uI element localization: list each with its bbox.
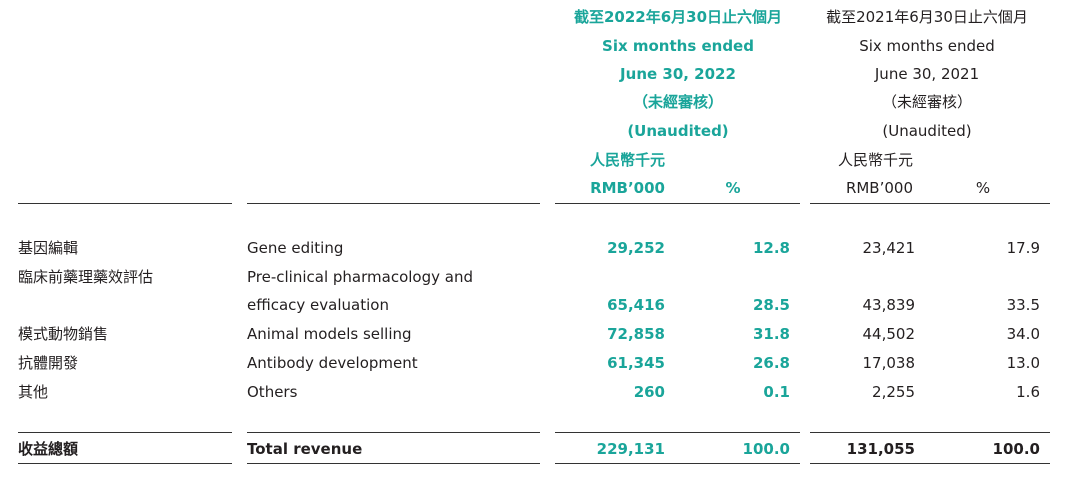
rule: [555, 203, 800, 204]
rule: [810, 432, 1050, 433]
row-label-zh: 收益總額: [18, 440, 79, 458]
row-label-en: Total revenue: [247, 440, 363, 458]
column-header: Six months ended: [602, 37, 754, 55]
percent: 1.6: [1016, 382, 1040, 401]
percent: 12.8: [752, 239, 790, 257]
percent: 13.0: [1006, 353, 1040, 372]
amount: 260: [633, 382, 665, 401]
percent: 31.8: [752, 325, 790, 344]
row-label-zh: 模式動物銷售: [18, 325, 109, 344]
column-header: （未經審核）: [632, 93, 724, 111]
percent: 17.9: [1006, 239, 1040, 257]
amount: 43,839: [862, 296, 916, 315]
rule: [247, 432, 540, 433]
row-label-en: Antibody development: [247, 353, 418, 372]
column-header: (Unaudited): [627, 122, 729, 140]
rule: [247, 463, 540, 464]
rule: [555, 432, 800, 433]
rule: [247, 203, 540, 204]
amount: 44,502: [862, 325, 916, 344]
row-label-en: Animal models selling: [247, 325, 412, 344]
amount: 229,131: [596, 440, 665, 458]
amount: 29,252: [607, 239, 665, 257]
unit-label: 人民幣千元: [837, 151, 913, 169]
row-label-zh: 臨床前藥理藥效評估: [18, 267, 154, 286]
percent: 100.0: [742, 440, 790, 458]
row-label-zh: 基因編輯: [18, 239, 79, 257]
unit-label: RMB’000: [845, 179, 913, 197]
amount: 72,858: [607, 325, 665, 344]
unit-label: RMB’000: [590, 179, 665, 197]
rule: [18, 432, 232, 433]
unit-label: %: [975, 179, 991, 197]
rule: [810, 463, 1050, 464]
amount: 2,255: [872, 382, 915, 401]
amount: 23,421: [862, 239, 916, 257]
unit-label: %: [725, 179, 741, 197]
column-header: June 30, 2021: [874, 65, 980, 83]
percent: 34.0: [1006, 325, 1040, 344]
row-label-en: Gene editing: [247, 239, 344, 257]
row-label-zh: 其他: [18, 382, 49, 401]
row-label-en: Pre-clinical pharmacology and: [247, 267, 473, 286]
amount: 131,055: [846, 440, 915, 458]
amount: 17,038: [862, 353, 916, 372]
percent: 26.8: [752, 353, 790, 372]
column-header: June 30, 2022: [620, 65, 736, 83]
percent: 33.5: [1006, 296, 1040, 315]
rule: [555, 463, 800, 464]
rule: [810, 203, 1050, 204]
row-label-zh: 抗體開發: [18, 353, 79, 372]
column-header: (Unaudited): [882, 122, 972, 140]
column-header: 截至2022年6月30日止六個月: [573, 8, 783, 26]
amount: 61,345: [607, 353, 665, 372]
column-header: Six months ended: [859, 37, 995, 55]
rule: [18, 463, 232, 464]
percent: 0.1: [763, 382, 790, 401]
percent: 28.5: [752, 296, 790, 315]
row-label-en: efficacy evaluation: [247, 296, 389, 315]
column-header: 截至2021年6月30日止六個月: [826, 8, 1028, 26]
unit-label: 人民幣千元: [589, 151, 665, 169]
rule: [18, 203, 232, 204]
amount: 65,416: [607, 296, 665, 315]
row-label-en: Others: [247, 382, 298, 401]
column-header: （未經審核）: [881, 93, 973, 111]
percent: 100.0: [992, 440, 1040, 458]
